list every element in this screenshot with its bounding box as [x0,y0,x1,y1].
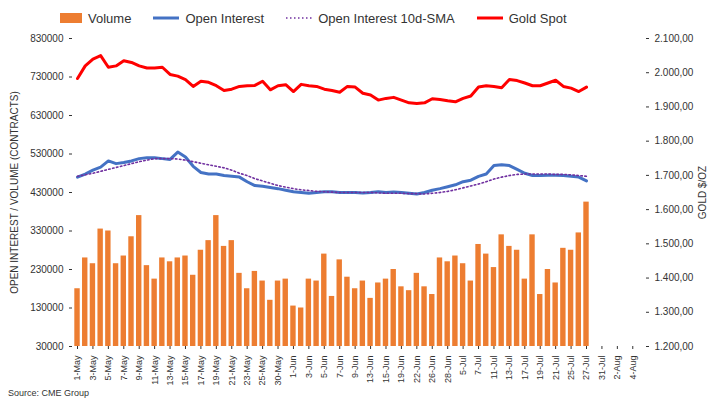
svg-text:7-Jul: 7-Jul [473,356,483,376]
svg-text:1.600,00: 1.600,00 [655,204,694,215]
svg-text:9-May: 9-May [134,355,144,381]
svg-text:25-Jul: 25-Jul [566,356,576,381]
svg-text:11-May: 11-May [150,355,160,385]
svg-text:GOLD $/OZ: GOLD $/OZ [697,166,708,219]
svg-text:13-May: 13-May [165,355,175,386]
svg-text:4-Aug: 4-Aug [628,356,638,380]
svg-text:1.400,00: 1.400,00 [655,272,694,283]
svg-text:2-Aug: 2-Aug [612,356,622,380]
svg-text:430000: 430000 [30,187,64,198]
svg-text:9-Jun: 9-Jun [350,356,360,379]
svg-text:25-May: 25-May [257,355,267,386]
svg-text:1.800,00: 1.800,00 [655,135,694,146]
svg-text:19-May: 19-May [211,355,221,386]
svg-text:30-May: 30-May [273,355,283,386]
svg-text:7-May: 7-May [119,355,129,381]
svg-text:7-Jun: 7-Jun [335,356,345,379]
svg-text:1-Jun: 1-Jun [288,356,298,379]
svg-text:230000: 230000 [30,264,64,275]
svg-text:17-May: 17-May [196,355,206,386]
svg-text:5-May: 5-May [103,355,113,381]
svg-text:31-Jul: 31-Jul [597,356,607,381]
svg-text:1-May: 1-May [72,355,82,381]
svg-text:17-Jul: 17-Jul [520,356,530,381]
svg-text:22-Jun: 22-Jun [412,356,422,384]
svg-text:730000: 730000 [30,71,64,82]
svg-text:11-Jul: 11-Jul [489,356,499,380]
svg-text:130000: 130000 [30,302,64,313]
svg-text:28-Jun: 28-Jun [443,356,453,384]
svg-text:21-May: 21-May [227,355,237,386]
html-text:Open Interest 10d-SMA: Open Interest 10d-SMA [318,10,455,26]
svg-text:19-Jun: 19-Jun [396,356,406,384]
svg-text:1.500,00: 1.500,00 [655,238,694,249]
svg-text:23-May: 23-May [242,355,252,386]
html-text:Open Interest: Open Interest [185,10,265,26]
html-text:Gold Spot: Gold Spot [508,10,567,26]
svg-text:2.100,00: 2.100,00 [655,33,694,44]
svg-text:1.700,00: 1.700,00 [655,170,694,181]
html-text:Source: CME Group: Source: CME Group [8,388,89,398]
svg-text:3-Jun: 3-Jun [304,356,314,379]
svg-text:530000: 530000 [30,148,64,159]
svg-text:5-Jul: 5-Jul [458,356,468,376]
svg-text:330000: 330000 [30,225,64,236]
svg-text:OPEN INTEREST / VOLUME (CONTRA: OPEN INTEREST / VOLUME (CONTRACTS) [9,91,20,294]
svg-text:830000: 830000 [30,33,64,44]
svg-text:13-Jul: 13-Jul [504,356,514,381]
svg-text:13-Jun: 13-Jun [365,356,375,384]
svg-text:15-Jun: 15-Jun [381,356,391,384]
svg-text:27-Jul: 27-Jul [581,356,591,381]
svg-text:30000: 30000 [36,341,64,352]
svg-text:5-Jun: 5-Jun [319,356,329,379]
svg-text:3-May: 3-May [88,355,98,381]
svg-text:1.200,00: 1.200,00 [655,341,694,352]
svg-text:1.300,00: 1.300,00 [655,306,694,317]
svg-text:26-Jun: 26-Jun [427,356,437,384]
svg-text:15-May: 15-May [180,355,190,386]
svg-text:2.000,00: 2.000,00 [655,67,694,78]
svg-text:19-Jul: 19-Jul [535,356,545,381]
svg-text:1.900,00: 1.900,00 [655,101,694,112]
svg-text:630000: 630000 [30,110,64,121]
svg-text:21-Jul: 21-Jul [551,356,561,381]
html-text:Volume: Volume [88,10,132,26]
